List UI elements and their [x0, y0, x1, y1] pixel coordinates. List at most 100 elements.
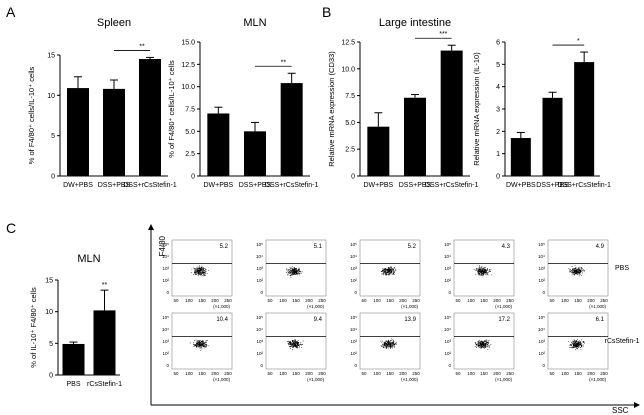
- y-tick-label: 10: [45, 309, 53, 316]
- flow-x-tick: 50: [549, 298, 555, 303]
- dot-plot: 10⁵ 10⁴ 10³ 10² 0 50 100 150 200 250(×1,000) 13.9: [350, 312, 421, 382]
- spleen-chart: Spleen 0 5 10 15 % of F4/80⁺ cells/IL-10⁺ cel…: [27, 17, 177, 189]
- significance-label: **: [102, 282, 108, 289]
- plot-frame: [359, 312, 421, 370]
- flow-y-tick: 10²: [538, 278, 545, 283]
- flow-y-tick: 0: [166, 363, 169, 368]
- bar: [367, 126, 390, 176]
- flow-x-arrow: [634, 402, 640, 408]
- bar: [139, 59, 161, 176]
- dot-plot: 10⁵ 10⁴ 10³ 10² 0 50 100 150 200 250(×1,000) 6.1: [538, 312, 609, 382]
- flow-x-tick: 150: [574, 371, 582, 376]
- flow-x-unit: (×1,000): [589, 304, 606, 309]
- flow-x-tick: 150: [480, 298, 488, 303]
- flow-y-tick: 0: [354, 290, 357, 295]
- y-axis-label: % of F4/80⁺ cells/IL-10⁺ cells: [167, 60, 176, 158]
- plot-frame: [453, 239, 515, 297]
- significance-label: ***: [439, 31, 447, 38]
- flow-y-tick: 0: [448, 290, 451, 295]
- flow-x-tick: 200: [493, 371, 501, 376]
- flow-x-tick: 100: [467, 298, 475, 303]
- plot-frame: [359, 239, 421, 297]
- flow-x-tick: 200: [399, 298, 407, 303]
- gate-percentage: 5.1: [314, 244, 323, 250]
- y-tick-label: 0: [496, 174, 500, 181]
- x-tick-label: DSS+rCsStefin-1: [123, 182, 177, 189]
- x-tick-label: DW+PBS: [506, 182, 536, 189]
- flow-x-tick: 100: [185, 298, 193, 303]
- flow-x-tick: 50: [361, 371, 367, 376]
- x-tick-label: DSS+PBS: [536, 182, 569, 189]
- flow-x-tick: 100: [279, 298, 287, 303]
- flow-x-tick: 200: [587, 298, 595, 303]
- event-dots: [189, 339, 210, 351]
- mln-chart: MLN 0 2.5 5.0 7.5 10.0 12.5 15.0 % of F4/80⁺ cel…: [167, 17, 319, 189]
- cd33-chart: Large intestine 0 2.5 5.0 7.5 10.0 12.5 Relativ…: [327, 17, 479, 189]
- significance-label: **: [281, 59, 287, 66]
- bar: [404, 97, 426, 176]
- bar: [280, 83, 303, 176]
- flow-y-tick: 10³: [538, 266, 545, 271]
- gate-percentage: 4.9: [596, 244, 605, 250]
- flow-x-unit: (×1,000): [401, 304, 418, 309]
- flow-x-tick: 100: [561, 371, 569, 376]
- y-tick-label: 0: [49, 373, 53, 380]
- significance-label: *: [577, 38, 580, 45]
- flow-y-tick: 10³: [256, 339, 263, 344]
- dot-plot: 10⁵ 10⁴ 10³ 10² 0 50 100 150 200 250(×1,000) 4.9: [538, 239, 609, 309]
- y-tick-label: 0: [51, 174, 55, 181]
- flow-y-tick: 0: [260, 363, 263, 368]
- flow-y-tick: 10⁵: [350, 242, 357, 247]
- flow-x-tick: 250: [506, 298, 514, 303]
- y-tick-label: 15.0: [181, 40, 195, 47]
- flow-x-tick: 150: [292, 371, 300, 376]
- y-tick-label: 12.5: [341, 40, 355, 47]
- bar: [62, 343, 85, 375]
- x-tick-label: DSS+PBS: [239, 182, 272, 189]
- mln-c-chart: MLN 0 5 10 15 % of IL-10⁺ F4/80⁺ cells PBS rCsS…: [29, 253, 122, 388]
- y-tick-label: 3: [496, 107, 500, 114]
- flow-y-tick: 10²: [162, 278, 169, 283]
- flow-x-tick: 150: [386, 371, 394, 376]
- chart-title: MLN: [243, 17, 266, 29]
- bar: [574, 62, 595, 176]
- plot-frame: [265, 312, 327, 370]
- gate-percentage: 17.2: [498, 317, 510, 323]
- flow-x-tick: 100: [185, 371, 193, 376]
- flow-y-tick: 0: [542, 290, 545, 295]
- flow-x-tick: 150: [198, 298, 206, 303]
- bar: [207, 113, 230, 176]
- x-tick-label: DSS+PBS: [399, 182, 432, 189]
- gate-percentage: 9.4: [314, 317, 323, 323]
- flow-x-unit: (×1,000): [307, 304, 324, 309]
- plot-frame: [171, 239, 233, 297]
- x-tick-label: DSS+rCsStefin-1: [425, 182, 479, 189]
- y-axis-label: % of F4/80⁺ cells/IL-10⁺ cells: [27, 66, 36, 164]
- flow-y-tick: 10³: [350, 339, 357, 344]
- flow-y-tick: 10⁴: [444, 327, 451, 332]
- flow-y-tick: 10⁵: [256, 315, 263, 320]
- flow-x-tick: 250: [224, 298, 232, 303]
- event-dots: [380, 266, 397, 276]
- flow-y-tick: 10⁴: [162, 254, 169, 259]
- flow-x-tick: 150: [292, 298, 300, 303]
- flow-x-tick: 50: [267, 371, 273, 376]
- dot-plot: 10⁵ 10⁴ 10³ 10² 0 50 100 150 200 250(×1,000) 4.3: [444, 239, 515, 309]
- y-tick-label: 2.5: [345, 147, 355, 154]
- dot-plot: 10⁵ 10⁴ 10³ 10² 0 50 100 150 200 250(×1,000) 5.2: [162, 239, 233, 309]
- y-tick-label: 5: [496, 62, 500, 69]
- flow-x-tick: 200: [493, 298, 501, 303]
- flow-y-tick: 10²: [162, 351, 169, 356]
- flow-y-arrow: [148, 224, 154, 230]
- y-tick-label: 7.5: [185, 107, 195, 114]
- flow-y-tick: 10³: [162, 339, 169, 344]
- flow-x-tick: 250: [506, 371, 514, 376]
- flow-y-tick: 10²: [350, 351, 357, 356]
- flow-y-tick: 10³: [350, 266, 357, 271]
- flow-y-tick: 10⁴: [256, 254, 263, 259]
- flow-y-tick: 10²: [350, 278, 357, 283]
- flow-y-tick: 10⁵: [444, 242, 451, 247]
- flow-x-tick: 200: [399, 371, 407, 376]
- event-dots: [190, 265, 209, 277]
- flow-x-tick: 250: [412, 298, 420, 303]
